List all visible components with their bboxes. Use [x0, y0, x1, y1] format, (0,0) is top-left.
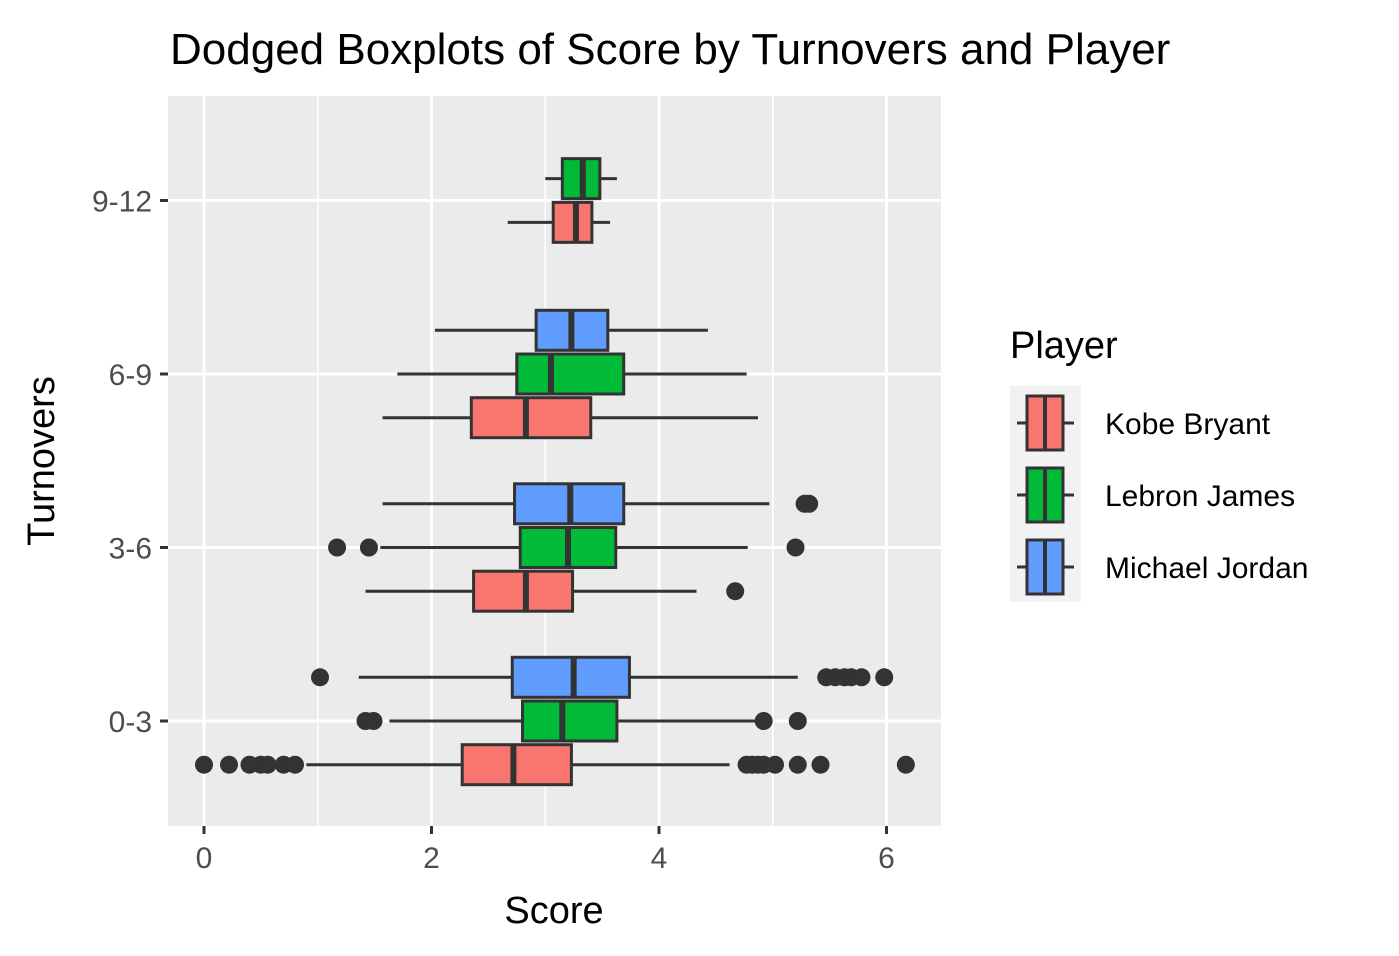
outlier-point [364, 712, 383, 730]
boxplot-lebron-james-0-3 [356, 699, 807, 743]
legend-item-michael-jordan: Michael Jordan [1017, 538, 1308, 596]
boxplot-kobe-bryant-6-9 [382, 396, 758, 440]
x-tick-label: 0 [196, 842, 213, 875]
x-tick-label: 6 [878, 842, 895, 875]
outlier-point [875, 668, 894, 687]
axes: 0 2 4 6 0-3 3-6 6-9 9-12 [92, 186, 895, 876]
boxplot-kobe-bryant-3-6 [365, 569, 745, 613]
x-tick-label: 4 [651, 842, 668, 875]
y-tick-label: 3-6 [109, 533, 152, 566]
boxplot-lebron-james-3-6 [328, 526, 805, 569]
outlier-point [754, 712, 773, 730]
boxplot-kobe-bryant-0-3 [195, 743, 915, 787]
boxplot-kobe-bryant-9-12 [507, 200, 611, 244]
outlier-point [800, 494, 819, 513]
legend-title: Player [1010, 325, 1118, 367]
outlier-point [195, 755, 213, 774]
y-tick-label: 6-9 [109, 359, 152, 392]
boxes [195, 157, 915, 787]
outlier-point [359, 538, 378, 557]
outlier-point [788, 712, 807, 730]
outlier-point [328, 538, 347, 557]
box [521, 699, 619, 743]
outlier-point [852, 668, 871, 687]
outlier-point [788, 755, 807, 774]
legend-item-lebron-james: Lebron James [1017, 466, 1295, 524]
outlier-point [786, 538, 805, 557]
boxplot-lebron-james-6-9 [397, 352, 747, 396]
boxplot-michael-jordan-3-6 [382, 482, 819, 526]
outlier-point [258, 755, 277, 774]
y-tick-label: 0-3 [109, 706, 152, 739]
box [460, 743, 573, 787]
y-axis-title: Turnovers [21, 376, 63, 546]
x-tick-label: 2 [423, 842, 440, 875]
boxplot-michael-jordan-0-3 [311, 655, 894, 699]
box [551, 200, 594, 244]
outlier-point [726, 582, 745, 601]
legend-label: Michael Jordan [1105, 552, 1308, 585]
boxplot-michael-jordan-6-9 [434, 308, 708, 352]
legend-item-kobe-bryant: Kobe Bryant [1017, 394, 1271, 452]
legend-label: Lebron James [1105, 480, 1295, 513]
box [515, 352, 626, 396]
x-axis-title: Score [504, 890, 603, 932]
outlier-point [220, 755, 239, 774]
outlier-point [286, 755, 304, 774]
outlier-point [766, 755, 785, 774]
legend: Player Kobe Bryant Lebron James Michael Jo… [1010, 325, 1308, 602]
outlier-point [896, 755, 915, 774]
outlier-point [811, 755, 830, 774]
legend-label: Kobe Bryant [1105, 408, 1271, 441]
boxplot-lebron-james-9-12 [545, 157, 617, 201]
outlier-point [311, 668, 330, 687]
chart-title: Dodged Boxplots of Score by Turnovers an… [170, 25, 1170, 74]
box [469, 396, 593, 440]
y-tick-label: 9-12 [92, 186, 152, 219]
